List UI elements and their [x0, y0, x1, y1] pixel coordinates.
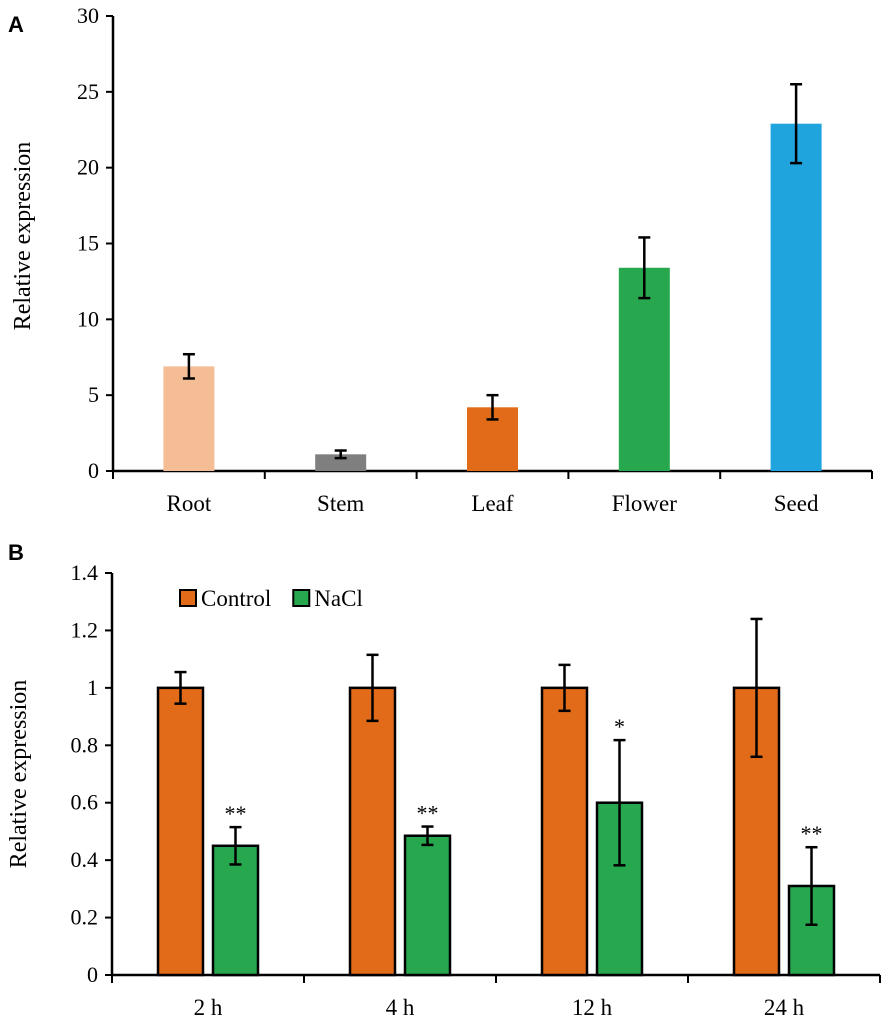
panel-b-bar-control-4h: [348, 686, 397, 977]
panel-b-y-tick-label: 0.6: [71, 790, 99, 815]
panel-b-y-tick-label: 0.8: [71, 732, 99, 757]
panel-a-y-axis-title: Relative expression: [10, 142, 36, 331]
legend-label-nacl: NaCl: [314, 586, 363, 611]
panel-b-y-tick-label: 1.2: [71, 617, 99, 642]
panel-a-chart: A Relative expression 0 5 10 15 20 25 30 Root St…: [8, 3, 873, 516]
panel-a-category-label: Stem: [317, 491, 364, 516]
panel-b-bar-control-2h: [156, 686, 205, 977]
panel-b-y-tick-label: 1: [87, 675, 98, 700]
legend-swatch-control: [179, 589, 197, 607]
panel-b-y-tick-label: 0.2: [71, 905, 99, 930]
panel-a-bar-stem: [315, 454, 367, 471]
panel-a-y-tick-label: 5: [88, 382, 99, 407]
panel-a-y-tick-label: 25: [77, 79, 99, 104]
panel-b-category-label: 12 h: [572, 995, 613, 1020]
panel-b-significance-nacl-12h: *: [614, 714, 625, 739]
panel-a-category-label: Seed: [774, 491, 819, 516]
panel-a-bar-flower: [618, 267, 670, 471]
panel-a-y-tick-label: 10: [77, 306, 99, 331]
panel-a-y-tick-label: 20: [77, 155, 99, 180]
panel-b-chart: B Relative expression 0 0.2 0.4 0.6 0.8 1 1.2 1…: [6, 540, 881, 1020]
panel-a-letter: A: [8, 12, 24, 37]
panel-b-y-tick-label: 0: [87, 962, 98, 987]
legend-label-control: Control: [201, 586, 271, 611]
panel-a-category-label: Root: [167, 491, 212, 516]
panel-b-bar-control-12h: [540, 686, 589, 977]
panel-a-category-label: Flower: [612, 491, 678, 516]
panel-b-category-label: 2 h: [194, 995, 223, 1020]
panel-b-category-label: 24 h: [764, 995, 805, 1020]
panel-a-bar-seed: [770, 123, 822, 471]
panel-b-significance-nacl-24h: **: [801, 821, 823, 846]
panel-b-letter: B: [8, 540, 24, 565]
panel-b-bar-nacl-2h: [211, 844, 260, 977]
panel-a-category-label: Leaf: [471, 491, 513, 516]
panel-a-y-tick-label: 15: [77, 231, 99, 256]
panel-b-y-tick-label: 0.4: [71, 847, 99, 872]
panel-a-y-tick-label: 30: [77, 3, 99, 28]
panel-a-y-tick-label: 0: [88, 458, 99, 483]
legend-swatch-nacl: [292, 589, 311, 607]
panel-b-significance-nacl-4h: **: [417, 801, 439, 826]
panel-b-significance-nacl-2h: **: [225, 801, 247, 826]
panel-b-bar-nacl-4h: [403, 834, 452, 977]
panel-a-bar-root: [163, 366, 215, 471]
panel-b-y-tick-label: 1.4: [71, 560, 99, 585]
panel-b-category-label: 4 h: [386, 995, 415, 1020]
panel-b-y-axis-title: Relative expression: [6, 680, 32, 869]
